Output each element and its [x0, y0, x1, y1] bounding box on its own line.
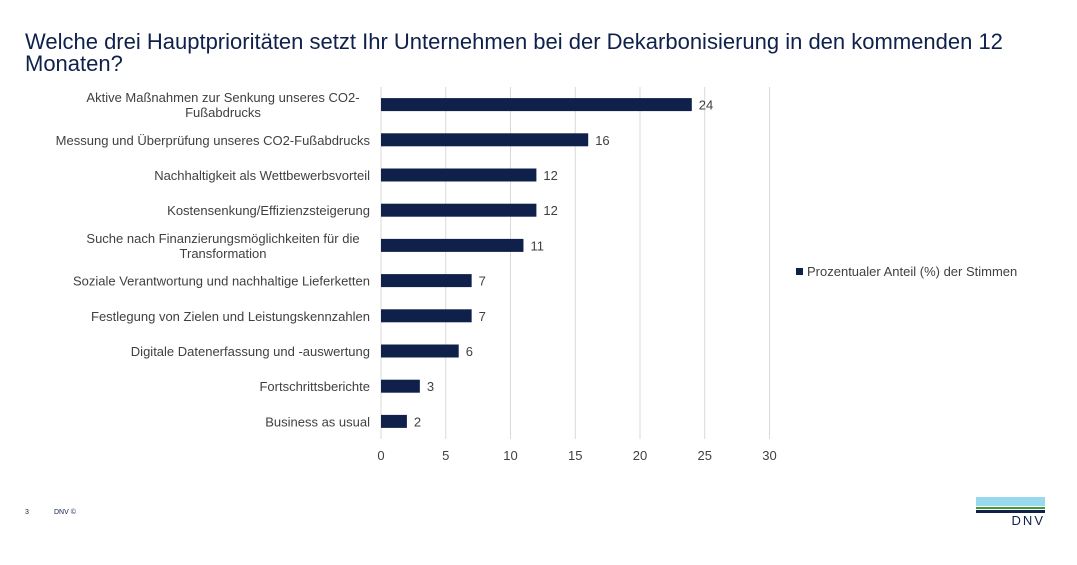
category-label: Aktive Maßnahmen zur Senkung unseres CO2… [86, 90, 359, 120]
logo-stripe-light [976, 497, 1045, 506]
x-tick-label: 20 [633, 448, 647, 463]
category-label: Nachhaltigkeit als Wettbewerbsvorteil [154, 168, 370, 183]
category-label: Messung und Überprüfung unseres CO2-Fußa… [56, 133, 371, 148]
category-label: Digitale Datenerfassung und -auswertung [131, 344, 370, 359]
data-label: 3 [427, 379, 434, 394]
data-label: 7 [479, 274, 486, 289]
copyright: DNV © [54, 509, 76, 516]
category-label: Kostensenkung/Effizienzsteigerung [167, 203, 370, 218]
category-label: Soziale Verantwortung und nachhaltige Li… [73, 274, 370, 289]
bar [381, 203, 537, 217]
x-tick-label: 15 [568, 448, 582, 463]
bar [381, 168, 537, 182]
bar [381, 344, 459, 358]
bar [381, 309, 472, 323]
page-number: 3 [25, 509, 29, 516]
x-tick-label: 5 [442, 448, 449, 463]
data-label: 7 [479, 309, 486, 324]
legend-label: Prozentualer Anteil (%) der Stimmen [807, 264, 1018, 279]
legend-swatch [796, 268, 803, 275]
legend: Prozentualer Anteil (%) der Stimmen [796, 264, 1017, 279]
data-label: 24 [699, 98, 713, 113]
logo-stripe-dark [976, 510, 1045, 513]
bars [381, 98, 692, 428]
data-labels: 24 16 12 12 11 7 7 6 3 2 [414, 98, 713, 430]
category-labels: Aktive Maßnahmen zur Senkung unseres CO2… [56, 90, 371, 429]
category-label: Festlegung von Zielen und Leistungskennz… [91, 309, 370, 324]
data-label: 2 [414, 414, 421, 429]
bar [381, 379, 420, 393]
data-label: 6 [466, 344, 473, 359]
bar [381, 98, 692, 112]
x-tick-label: 25 [698, 448, 712, 463]
x-tick-label: 0 [377, 448, 384, 463]
data-label: 12 [543, 203, 557, 218]
chart-title: Welche drei Hauptprioritäten setzt Ihr U… [25, 29, 1003, 76]
dnv-logo: DNV [976, 497, 1045, 529]
x-axis-ticks: 0 5 10 15 20 25 30 [377, 448, 776, 463]
category-label: Suche nach Finanzierungsmöglichkeiten fü… [86, 231, 359, 261]
bar [381, 133, 589, 147]
data-label: 12 [543, 168, 557, 183]
bar [381, 414, 407, 428]
category-label: Fortschrittsberichte [259, 379, 370, 394]
logo-stripe-green [976, 507, 1045, 509]
data-label: 16 [595, 133, 609, 148]
x-tick-label: 30 [762, 448, 776, 463]
logo-text: DNV [1011, 513, 1045, 528]
data-label: 11 [530, 238, 544, 253]
x-tick-label: 10 [503, 448, 517, 463]
bar [381, 274, 472, 288]
bar [381, 238, 524, 252]
category-label: Business as usual [265, 414, 370, 429]
